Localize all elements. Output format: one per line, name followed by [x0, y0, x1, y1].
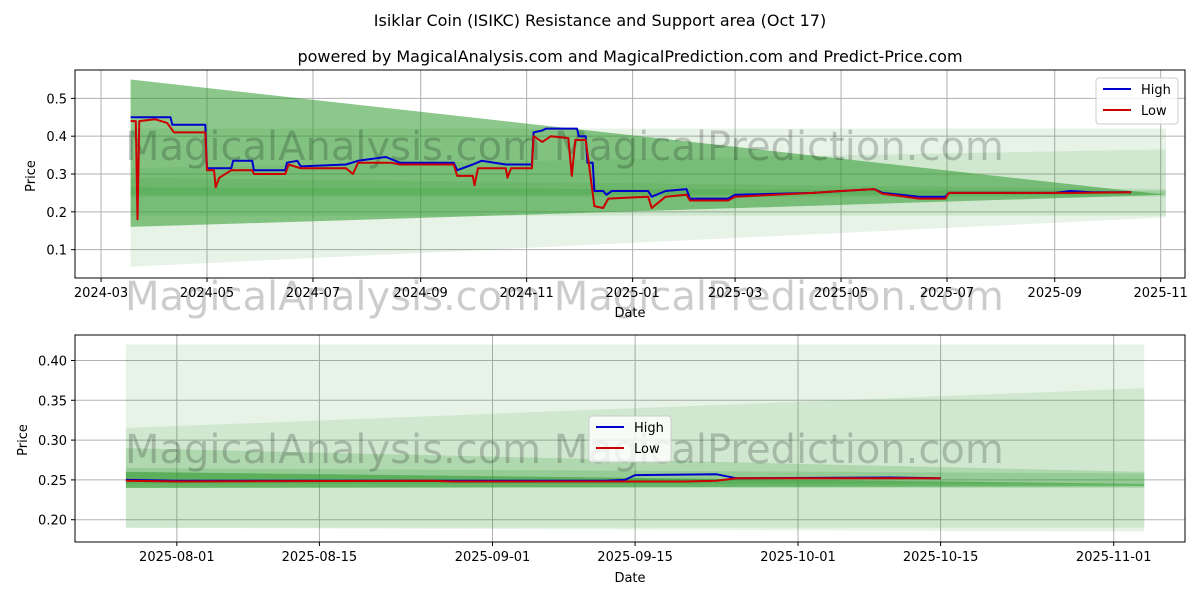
range-band [125, 471, 1145, 488]
top-x-axis-label: Date [614, 306, 645, 321]
x-tick-label: 2025-09 [1028, 286, 1082, 301]
y-tick-label: 0.1 [46, 244, 67, 259]
x-tick-label: 2024-03 [74, 286, 128, 301]
y-tick-label: 0.4 [46, 130, 67, 145]
top-chart-panel: MagicalAnalysis.com MagicalPrediction.co… [24, 69, 1188, 321]
y-tick-label: 0.3 [46, 168, 67, 183]
chart-subtitle: powered by MagicalAnalysis.com and Magic… [297, 47, 962, 66]
bottom-legend: High Low [588, 415, 672, 463]
range-band [130, 177, 1166, 197]
y-tick-label: 0.2 [46, 206, 67, 221]
watermark-text: MagicalAnalysis.com MagicalPrediction.co… [125, 124, 1004, 170]
y-tick-label: 0.30 [38, 434, 67, 449]
x-tick-label: 2025-10-01 [760, 550, 836, 565]
x-tick-label: 2025-07 [920, 286, 974, 301]
y-tick-label: 0.20 [38, 514, 67, 529]
y-tick-label: 0.35 [38, 394, 67, 409]
chart-title: Isiklar Coin (ISIKC) Resistance and Supp… [374, 11, 826, 30]
bottom-y-ticks: 0.20 0.25 0.30 0.35 0.40 [38, 354, 75, 529]
x-tick-label: 2025-03 [708, 286, 762, 301]
bottom-series-lines [125, 473, 941, 483]
x-tick-label: 2024-09 [394, 286, 448, 301]
legend-low-label: Low [634, 442, 660, 457]
series-line-low [130, 118, 1132, 221]
bottom-chart-panel: MagicalAnalysis.com MagicalPrediction.co… [16, 334, 1186, 586]
top-watermark: MagicalAnalysis.com MagicalPrediction.co… [125, 124, 1004, 320]
x-tick-label: 2025-11 [1134, 286, 1188, 301]
x-tick-label: 2024-07 [286, 286, 340, 301]
x-tick-label: 2025-08-15 [282, 550, 358, 565]
x-tick-label: 2025-09-01 [455, 550, 531, 565]
x-tick-label: 2025-09-15 [597, 550, 673, 565]
top-x-ticks: 2024-03 2024-05 2024-07 2024-09 2024-11 2025-… [74, 278, 1188, 301]
top-series-lines [130, 116, 1132, 221]
legend-high-label: High [634, 421, 664, 436]
top-y-axis-label: Price [24, 160, 39, 192]
y-tick-label: 0.25 [38, 474, 67, 489]
x-tick-label: 2025-11-01 [1076, 550, 1152, 565]
bottom-x-axis-label: Date [614, 571, 645, 586]
series-line-low [125, 477, 941, 483]
legend-high-label: High [1141, 83, 1171, 98]
x-tick-label: 2025-01 [605, 286, 659, 301]
top-y-ticks: 0.1 0.2 0.3 0.4 0.5 [46, 92, 75, 259]
x-tick-label: 2024-05 [180, 286, 234, 301]
range-band [130, 149, 1166, 216]
watermark-text: MagicalAnalysis.com MagicalPrediction.co… [125, 427, 1004, 473]
x-tick-label: 2025-08-01 [139, 550, 215, 565]
top-legend: High Low [1095, 77, 1179, 125]
x-tick-label: 2024-11 [499, 286, 553, 301]
y-tick-label: 0.5 [46, 92, 67, 107]
bottom-watermark: MagicalAnalysis.com MagicalPrediction.co… [125, 427, 1004, 473]
bottom-axes-frame [74, 334, 1186, 543]
x-tick-label: 2025-10-15 [903, 550, 979, 565]
bottom-x-ticks: 2025-08-01 2025-08-15 2025-09-01 2025-09-15… [139, 542, 1151, 565]
bottom-y-axis-label: Price [16, 424, 31, 456]
watermark-text: MagicalAnalysis.com MagicalPrediction.co… [125, 274, 1004, 320]
y-tick-label: 0.40 [38, 354, 67, 369]
legend-low-label: Low [1141, 104, 1167, 119]
range-band [130, 79, 1166, 227]
x-tick-label: 2025-05 [814, 286, 868, 301]
